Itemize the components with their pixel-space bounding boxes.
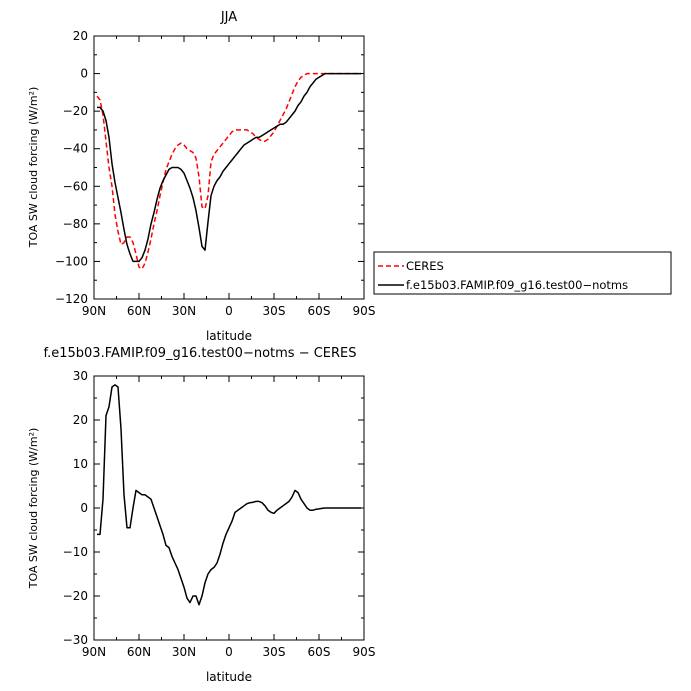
bottom-chart-title: f.e15b03.FAMIP.f09_g16.test00−notms − CE… — [43, 346, 356, 361]
top-x-ticks: 90N 60N 30N 0 30S 60S 90S — [82, 36, 376, 318]
bottom-y-tick-label: −30 — [63, 633, 88, 647]
bottom-series-lines — [97, 384, 361, 606]
top-y-ticks: 20 0 −20 −40 −60 −80 −100 −120 — [55, 29, 364, 306]
top-x-tick-label: 60S — [308, 304, 331, 318]
bottom-x-tick-label: 60S — [308, 645, 331, 659]
top-y-tick-label: −80 — [63, 217, 88, 231]
bottom-y-tick-label: −20 — [63, 589, 88, 603]
bottom-y-tick-label: −10 — [63, 545, 88, 559]
top-y-axis-label: TOA SW cloud forcing (W/m²) — [27, 87, 40, 249]
bottom-panel: f.e15b03.FAMIP.f09_g16.test00−notms − CE… — [27, 346, 375, 684]
bottom-y-tick-label: 30 — [73, 369, 88, 383]
top-y-tick-label: −120 — [55, 292, 88, 306]
bottom-x-tick-label: 30S — [263, 645, 286, 659]
top-y-tick-label: −60 — [63, 179, 88, 193]
top-series-line-2 — [97, 72, 361, 263]
bottom-y-tick-label: 0 — [80, 501, 88, 515]
bottom-x-tick-label: 90S — [353, 645, 376, 659]
top-series-lines — [96, 72, 361, 270]
top-x-tick-label: 90S — [353, 304, 376, 318]
top-plot-frame — [93, 35, 365, 300]
top-panel: JJA 20 0 −20 −40 −60 −80 −100 −120 90N 60N 30N 0 30… — [27, 10, 375, 343]
legend-label-ceres: CERES — [406, 259, 444, 273]
bottom-y-tick-label: 10 — [73, 457, 88, 471]
top-y-tick-label: −20 — [63, 104, 88, 118]
top-x-tick-label: 90N — [82, 304, 106, 318]
bottom-x-tick-label: 60N — [127, 645, 151, 659]
top-x-axis-label: latitude — [206, 329, 252, 343]
top-y-tick-label: −40 — [63, 142, 88, 156]
top-x-tick-label: 30N — [172, 304, 196, 318]
top-x-tick-label: 60N — [127, 304, 151, 318]
top-x-tick-label: 30S — [263, 304, 286, 318]
top-y-tick-label: 20 — [73, 29, 88, 43]
top-series-line-1 — [96, 72, 361, 270]
legend: CERES f.e15b03.FAMIP.f09_g16.test00−notm… — [373, 251, 672, 295]
bottom-series-line-1 — [97, 384, 361, 606]
top-x-tick-label: 0 — [225, 304, 233, 318]
legend-label-model: f.e15b03.FAMIP.f09_g16.test00−notms — [406, 278, 628, 292]
legend-box — [373, 251, 672, 295]
bottom-x-tick-label: 90N — [82, 645, 106, 659]
bottom-y-axis-label: TOA SW cloud forcing (W/m²) — [27, 428, 40, 590]
bottom-x-ticks: 90N 60N 30N 0 30S 60S 90S — [82, 376, 376, 659]
bottom-y-ticks: 30 20 10 0 −10 −20 −30 — [63, 369, 364, 647]
bottom-x-tick-label: 0 — [225, 645, 233, 659]
bottom-x-axis-label: latitude — [206, 670, 252, 684]
top-chart-title: JJA — [220, 10, 237, 25]
bottom-y-tick-label: 20 — [73, 413, 88, 427]
top-y-tick-label: 0 — [80, 67, 88, 81]
bottom-x-tick-label: 30N — [172, 645, 196, 659]
top-y-tick-label: −100 — [55, 254, 88, 268]
